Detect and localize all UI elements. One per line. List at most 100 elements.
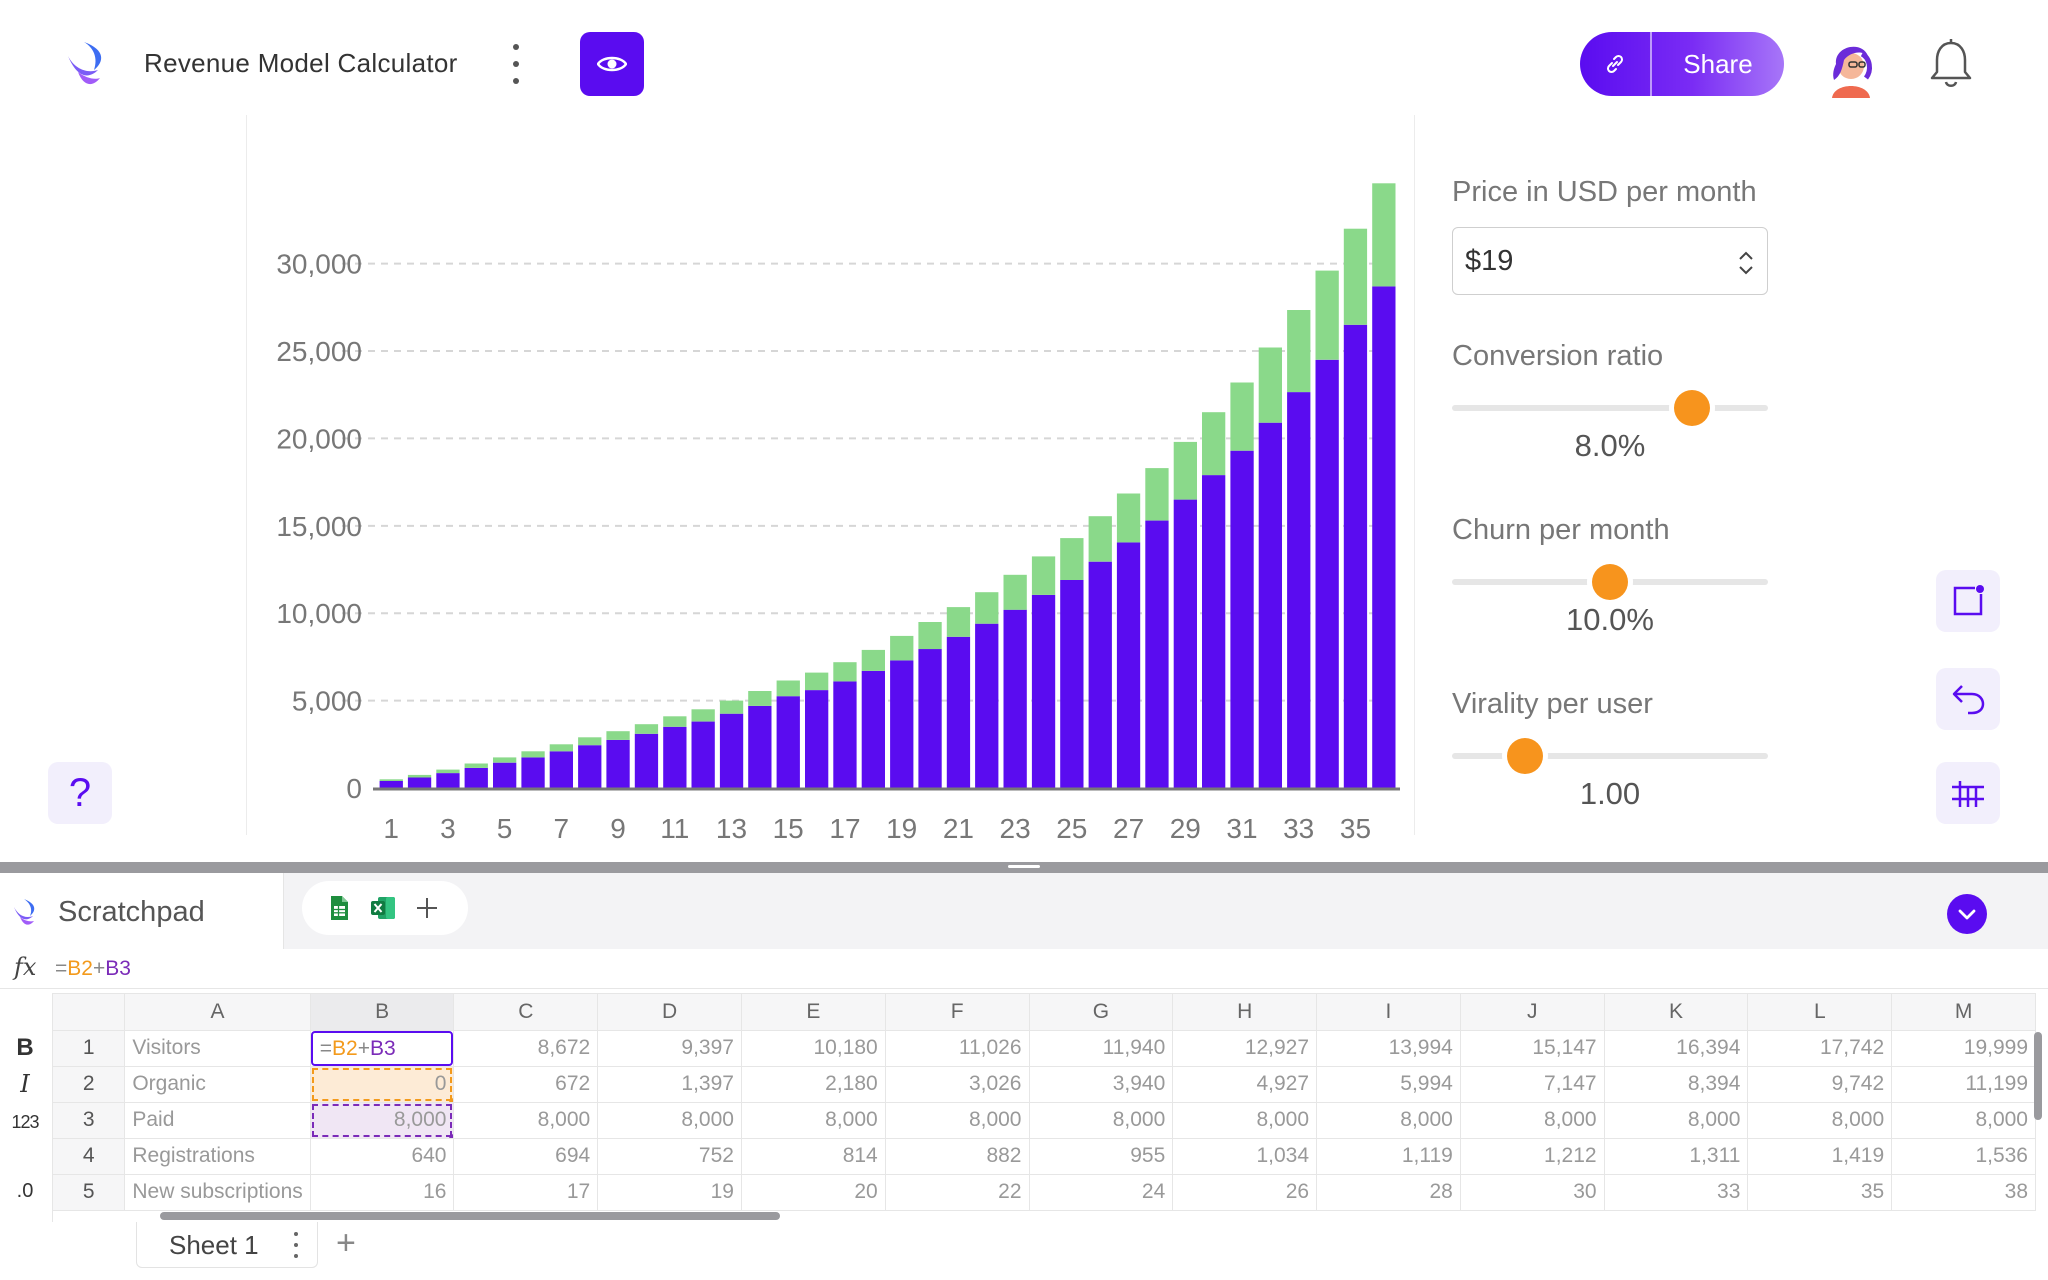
column-header[interactable]: D	[597, 994, 742, 1031]
add-sheet-button[interactable]: +	[336, 1224, 356, 1262]
grid-cell[interactable]: 8,000	[453, 1102, 599, 1139]
number-format-button[interactable]: 123	[11, 1112, 39, 1132]
vertical-scrollbar[interactable]	[2034, 1032, 2042, 1120]
slider-thumb[interactable]	[1592, 564, 1628, 600]
grid-cell[interactable]: 1,212	[1460, 1138, 1605, 1175]
grid-cell[interactable]: 752	[597, 1138, 742, 1175]
grid-cell[interactable]: 955	[1029, 1138, 1174, 1175]
notifications-bell-icon[interactable]	[1928, 38, 1974, 90]
column-header[interactable]: H	[1172, 994, 1318, 1031]
column-header[interactable]: A	[124, 994, 311, 1031]
price-input[interactable]: $19	[1452, 227, 1768, 295]
grid-cell[interactable]: 38	[1891, 1174, 2036, 1211]
conversion-slider[interactable]	[1452, 388, 1768, 428]
bold-button[interactable]: B	[16, 1034, 34, 1061]
grid-cell[interactable]: 8,000	[1460, 1102, 1605, 1139]
horizontal-scrollbar[interactable]	[160, 1212, 780, 1220]
grid-cell[interactable]: 1,034	[1172, 1138, 1318, 1175]
grid-cell[interactable]: 814	[741, 1138, 886, 1175]
grid-cell[interactable]: 12,927	[1172, 1030, 1318, 1067]
grid-cell[interactable]: 8,000	[1029, 1102, 1174, 1139]
slider-thumb[interactable]	[1506, 738, 1543, 774]
row-label-cell[interactable]: Organic	[124, 1066, 311, 1103]
grid-cell[interactable]: 24	[1029, 1174, 1174, 1211]
grid-corner[interactable]	[53, 994, 126, 1031]
grid-cell[interactable]: 11,940	[1029, 1030, 1174, 1067]
grid-cell[interactable]: 8,672	[453, 1030, 599, 1067]
grid-cell[interactable]: 20	[741, 1174, 886, 1211]
row-header[interactable]: 1	[53, 1030, 126, 1067]
row-label-cell[interactable]: Paid	[124, 1102, 311, 1139]
spreadsheet-grid[interactable]: A B C D E F G H I J K L M 1 Visitors =B2+B3 8,672 9,397 10…	[52, 993, 2036, 1223]
share-button[interactable]: Share	[1683, 48, 1753, 79]
grid-cell[interactable]: 10,180	[741, 1030, 886, 1067]
virality-slider[interactable]	[1452, 736, 1768, 776]
row-header[interactable]: 2	[53, 1066, 126, 1103]
row-header[interactable]: 4	[53, 1138, 126, 1175]
grid-cell[interactable]: 694	[453, 1138, 599, 1175]
grid-cell[interactable]: 33	[1604, 1174, 1749, 1211]
grid-cell[interactable]: 9,742	[1747, 1066, 1893, 1103]
column-header[interactable]: M	[1891, 994, 2036, 1031]
grid-cell[interactable]: 7,147	[1460, 1066, 1605, 1103]
grid-cell[interactable]: 35	[1747, 1174, 1893, 1211]
referenced-cell-b3[interactable]: 8,000	[310, 1102, 455, 1139]
grid-cell[interactable]: 26	[1172, 1174, 1318, 1211]
column-header[interactable]: F	[885, 994, 1030, 1031]
grid-cell[interactable]: 672	[453, 1066, 599, 1103]
grid-cell[interactable]: 16	[310, 1174, 455, 1211]
grid-cell[interactable]: 16,394	[1604, 1030, 1749, 1067]
grid-cell[interactable]: 1,119	[1316, 1138, 1461, 1175]
grid-cell[interactable]: 15,147	[1460, 1030, 1605, 1067]
grid-cell[interactable]: 1,397	[597, 1066, 742, 1103]
grid-cell[interactable]: 8,000	[1172, 1102, 1318, 1139]
column-header[interactable]: B	[310, 994, 455, 1031]
sheet-menu-icon[interactable]	[293, 1232, 299, 1258]
preview-button[interactable]	[580, 32, 644, 96]
column-header[interactable]: I	[1316, 994, 1461, 1031]
grid-cell[interactable]: 8,000	[741, 1102, 886, 1139]
grid-cell[interactable]: 2,180	[741, 1066, 886, 1103]
column-header[interactable]: K	[1604, 994, 1749, 1031]
sheet-tab-1[interactable]: Sheet 1	[136, 1222, 318, 1268]
user-avatar[interactable]	[1822, 36, 1880, 98]
grid-cell[interactable]: 8,000	[885, 1102, 1030, 1139]
grid-cell[interactable]: 8,000	[1316, 1102, 1461, 1139]
grid-cell[interactable]: 8,000	[1891, 1102, 2036, 1139]
google-sheets-icon[interactable]	[326, 895, 352, 921]
grid-cell[interactable]: 5,994	[1316, 1066, 1461, 1103]
undo-button[interactable]	[1936, 668, 2000, 730]
grid-cell[interactable]: 4,927	[1172, 1066, 1318, 1103]
grid-table-button[interactable]	[1936, 762, 2000, 824]
grid-cell[interactable]: 1,311	[1604, 1138, 1749, 1175]
grid-cell[interactable]: 19,999	[1891, 1030, 2036, 1067]
more-options-icon[interactable]	[505, 42, 527, 86]
grid-cell[interactable]: 1,536	[1891, 1138, 2036, 1175]
price-stepper-icon[interactable]	[1737, 248, 1755, 278]
grid-cell[interactable]: 22	[885, 1174, 1030, 1211]
row-header[interactable]: 5	[53, 1174, 126, 1211]
grid-cell[interactable]: 1,419	[1747, 1138, 1893, 1175]
row-label-cell[interactable]: Visitors	[124, 1030, 311, 1067]
grid-cell[interactable]: 8,000	[1747, 1102, 1893, 1139]
row-header[interactable]: 3	[53, 1102, 126, 1139]
churn-slider[interactable]	[1452, 562, 1768, 602]
scratchpad-tab[interactable]: Scratchpad	[0, 873, 284, 949]
grid-cell[interactable]: 8,000	[597, 1102, 742, 1139]
range-handle[interactable]	[449, 1133, 453, 1137]
row-label-cell[interactable]: New subscriptions	[124, 1174, 311, 1211]
collapse-scratchpad-button[interactable]	[1947, 894, 1987, 934]
grid-cell[interactable]: 17,742	[1747, 1030, 1893, 1067]
grid-cell[interactable]: 9,397	[597, 1030, 742, 1067]
grid-cell[interactable]: 8,000	[1604, 1102, 1749, 1139]
column-header[interactable]: G	[1029, 994, 1174, 1031]
italic-button[interactable]: I	[20, 1070, 30, 1098]
grid-cell[interactable]: 8,394	[1604, 1066, 1749, 1103]
grid-cell[interactable]: 19	[597, 1174, 742, 1211]
column-header[interactable]: J	[1460, 994, 1605, 1031]
grid-cell[interactable]: 30	[1460, 1174, 1605, 1211]
decimal-format-button[interactable]: .0	[16, 1180, 34, 1202]
formula-text[interactable]: =B2+B3	[55, 957, 131, 980]
grid-cell[interactable]: 13,994	[1316, 1030, 1461, 1067]
cell-editor[interactable]: =B2+B3	[310, 1030, 453, 1065]
